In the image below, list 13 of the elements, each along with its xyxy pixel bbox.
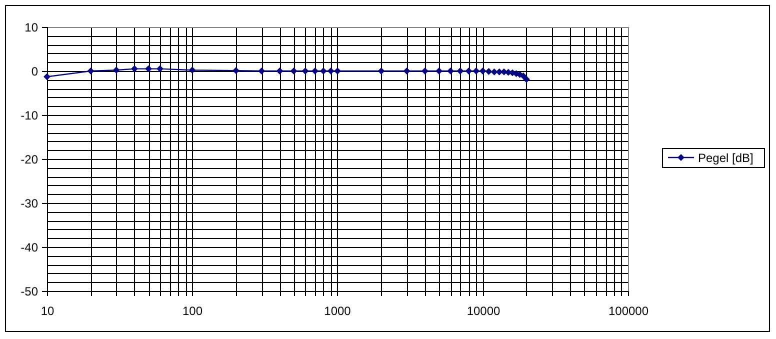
x-tick-label: 10 — [40, 304, 54, 318]
x-tick-label: 1000 — [324, 304, 352, 318]
x-tick-label: 100000 — [608, 304, 649, 318]
y-tick-label: -50 — [20, 284, 38, 298]
y-tick-label: 0 — [31, 64, 38, 78]
legend-label: Pegel [dB] — [698, 151, 754, 165]
y-tick-label: -20 — [20, 152, 38, 166]
x-tick-label: 100 — [182, 304, 203, 318]
y-tick-label: -10 — [20, 108, 38, 122]
y-tick-label: 10 — [24, 20, 38, 34]
y-tick-label: -40 — [20, 240, 38, 254]
y-tick-label: -30 — [20, 196, 38, 210]
x-tick-label: 10000 — [466, 304, 501, 318]
